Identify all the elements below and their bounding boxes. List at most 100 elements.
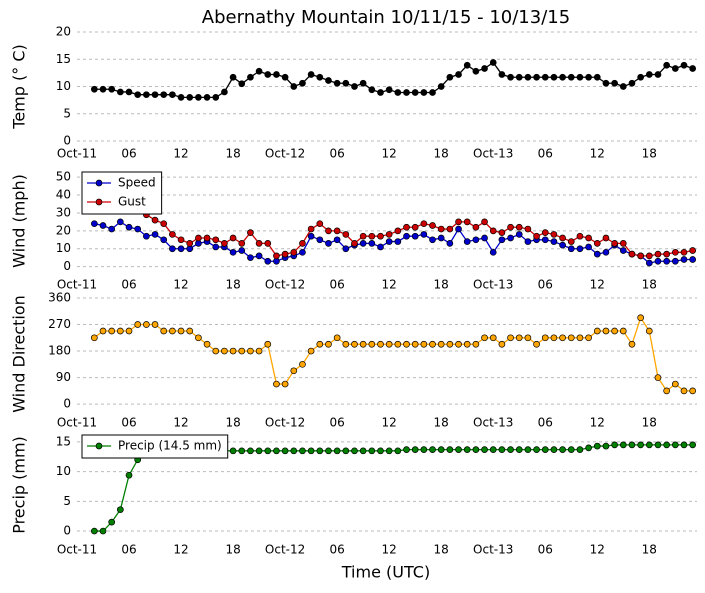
point (645, 327, 653, 335)
point (368, 340, 376, 348)
x-tick-label: Oct-11 (57, 543, 97, 557)
point (229, 347, 237, 355)
point (550, 231, 558, 238)
point (446, 73, 454, 81)
point (160, 91, 168, 99)
point (567, 238, 575, 245)
point (117, 327, 124, 335)
point (689, 247, 697, 254)
point (221, 347, 228, 355)
x-tick-label: 06 (538, 278, 553, 292)
point (680, 248, 688, 256)
point (593, 442, 601, 450)
point (680, 61, 688, 69)
point (299, 248, 306, 256)
point (90, 527, 98, 535)
point (533, 340, 540, 348)
point (446, 446, 454, 453)
point (559, 241, 566, 249)
legend: Speed Gust (81, 171, 163, 215)
point (602, 327, 610, 335)
point (472, 67, 480, 75)
point (437, 234, 445, 242)
point (619, 83, 627, 90)
point (628, 79, 636, 87)
point (437, 340, 445, 348)
point (177, 245, 185, 253)
y-tick-label: 30 (56, 205, 71, 219)
point (264, 257, 272, 265)
point (385, 238, 393, 245)
point (255, 240, 263, 247)
point (645, 71, 653, 78)
point (307, 347, 315, 355)
x-tick-label: 12 (590, 278, 605, 292)
point (117, 506, 124, 514)
point (186, 240, 194, 247)
point (663, 387, 671, 395)
point (212, 243, 220, 251)
x-tick-label: Oct-12 (265, 147, 305, 161)
point (255, 447, 263, 455)
point (645, 252, 653, 260)
point (342, 79, 350, 87)
x-tick-label: 18 (642, 416, 657, 430)
point (637, 252, 644, 260)
point (299, 360, 306, 368)
point (203, 234, 211, 242)
point (151, 231, 159, 238)
point (507, 334, 514, 342)
y-tick-label: 0 (63, 259, 71, 273)
x-tick-label: 18 (225, 278, 240, 292)
point (273, 380, 280, 388)
point (455, 446, 462, 453)
x-tick-label: Oct-13 (473, 147, 513, 161)
point (203, 94, 211, 101)
point (195, 334, 202, 342)
point (654, 71, 662, 78)
point (576, 446, 584, 453)
point (117, 88, 124, 96)
point (99, 85, 107, 93)
point (593, 327, 601, 335)
point (143, 321, 150, 328)
point (377, 243, 384, 251)
point (663, 441, 671, 449)
point (290, 367, 298, 375)
point (541, 236, 549, 244)
x-tick-label: 12 (173, 543, 188, 557)
x-tick-label: Oct-12 (265, 278, 305, 292)
point (619, 441, 627, 449)
point (90, 85, 98, 93)
point (437, 225, 445, 233)
point (333, 236, 341, 244)
point (559, 73, 566, 81)
point (489, 59, 497, 66)
point (125, 88, 133, 96)
point (663, 61, 671, 69)
point (394, 447, 402, 455)
x-tick-label: 12 (590, 416, 605, 430)
point (567, 73, 575, 81)
point (498, 340, 506, 348)
point (169, 327, 176, 335)
point (177, 94, 185, 101)
point (611, 441, 618, 449)
point (264, 447, 272, 455)
point (559, 446, 566, 453)
y-tick-label: 15 (56, 52, 71, 66)
point (151, 216, 159, 224)
x-tick-label: 18 (642, 278, 657, 292)
point (108, 85, 116, 93)
point (429, 222, 436, 229)
point (507, 73, 514, 81)
point (654, 257, 662, 265)
point (680, 387, 688, 395)
y-tick-label: 20 (56, 25, 71, 39)
point (351, 447, 358, 455)
point (645, 259, 653, 267)
x-tick-label: Oct-13 (473, 278, 513, 292)
point (585, 234, 592, 242)
point (671, 441, 679, 449)
point (654, 250, 662, 258)
